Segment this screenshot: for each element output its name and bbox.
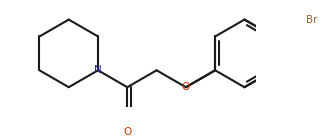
Text: O: O (123, 127, 132, 137)
Text: N: N (94, 65, 102, 75)
Text: O: O (182, 82, 190, 92)
Text: Br: Br (306, 15, 317, 25)
